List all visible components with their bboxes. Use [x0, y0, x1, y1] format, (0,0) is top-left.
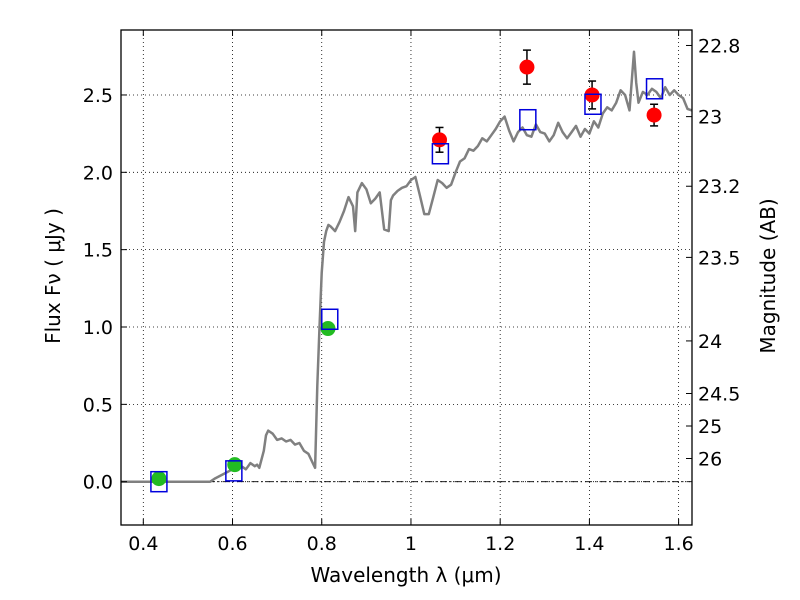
y-tick-label: 2.5 — [83, 85, 113, 107]
right-tick-label: 24.5 — [698, 384, 740, 406]
plot-area — [121, 49, 692, 493]
y-tick-label: 1.0 — [83, 317, 113, 339]
right-tick-label: 23.5 — [698, 247, 740, 269]
x-axis-label: Wavelength λ (μm) — [310, 563, 501, 587]
x-tick-label: 1.4 — [574, 533, 604, 555]
model-flux-square — [431, 143, 450, 165]
y-tick-label: 1.5 — [83, 240, 113, 262]
axis-ticks: 0.4 0.6 0.8 1 1.2 1.4 1.6 0.0 0.5 1.0 1.5 2.0 2.5 22.… — [83, 30, 740, 555]
series-squares — [150, 78, 664, 493]
series-line — [121, 50, 692, 483]
photometry-point — [519, 59, 535, 75]
axes-frame — [120, 29, 693, 526]
right-axis-label: Magnitude (AB) — [756, 198, 780, 353]
x-tick-label: 1.2 — [485, 533, 515, 555]
x-tick-label: 0.8 — [307, 533, 337, 555]
right-tick-label: 26 — [698, 448, 722, 470]
y-tick-label: 0.0 — [83, 472, 113, 494]
grid — [121, 30, 692, 525]
x-tick-label: 1 — [405, 533, 417, 555]
model-flux-square — [519, 108, 537, 131]
model-flux-square — [645, 78, 664, 100]
x-tick-label: 1.6 — [664, 533, 694, 555]
y-tick-label: 2.0 — [83, 162, 113, 184]
right-tick-label: 23 — [698, 107, 722, 129]
spectrum-line — [121, 50, 692, 483]
right-tick-label: 23.2 — [698, 176, 740, 198]
model-flux-square — [321, 308, 339, 331]
model-flux-square — [584, 93, 602, 115]
right-tick-label: 25 — [698, 416, 722, 438]
model-flux-square — [150, 470, 168, 493]
photometry-point — [432, 132, 448, 148]
y-axis-label: Flux Fν ( μJy ) — [41, 208, 65, 344]
x-tick-label: 0.6 — [217, 533, 247, 555]
x-tick-label: 0.4 — [128, 533, 158, 555]
plot-clip-group — [121, 49, 692, 493]
right-tick-label: 24 — [698, 331, 722, 353]
photometry-point — [151, 471, 167, 487]
model-flux-square — [225, 460, 243, 482]
photometry-point — [227, 457, 243, 473]
right-tick-label: 22.8 — [698, 35, 740, 57]
y-tick-label: 0.5 — [83, 394, 113, 416]
photometry-point — [646, 107, 662, 123]
